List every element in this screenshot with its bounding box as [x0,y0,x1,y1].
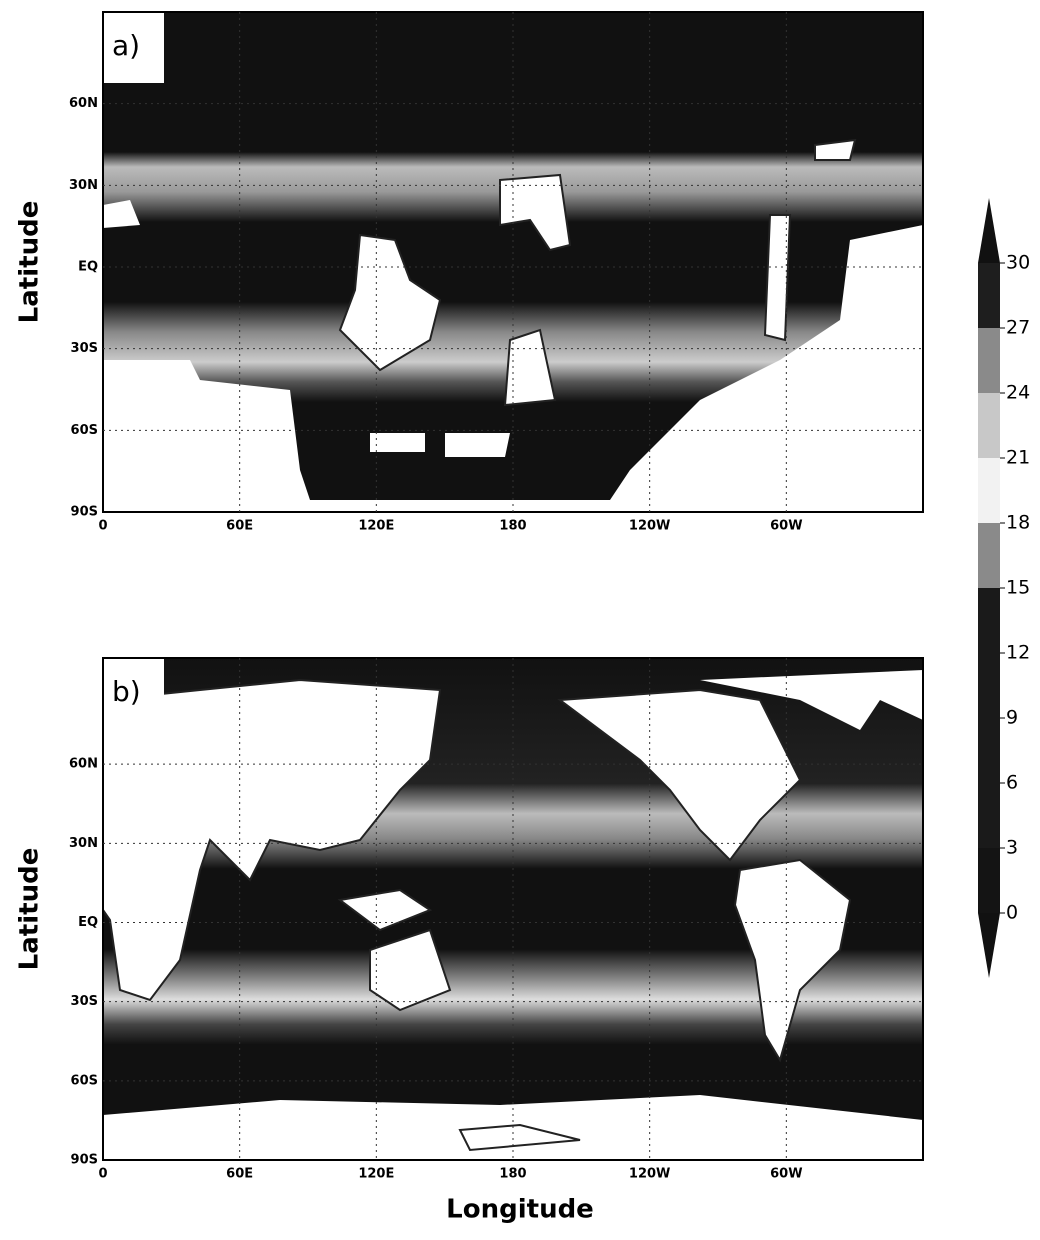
colorbar-segment [978,523,1000,588]
x-tick-label: 0 [98,1167,107,1182]
colorbar-label: 3 [1006,837,1018,859]
colorbar-label: 15 [1006,577,1030,599]
x-tick-label: 60E [226,519,253,534]
y-tick-label: 90S [71,1153,98,1168]
x-axis-label: Longitude [446,1195,594,1225]
y-tick-label: EQ [78,915,98,930]
colorbar-label: 18 [1006,512,1030,534]
colorbar-label: 6 [1006,772,1018,794]
colorbar-segment [978,393,1000,458]
x-tick-label: 0 [98,519,107,534]
colorbar-segment [978,653,1000,718]
x-tick-label: 60W [770,519,802,534]
y-tick-label: 30S [71,341,98,356]
colorbar-segment [978,328,1000,393]
colorbar-segment [978,588,1000,653]
y-tick-label: 60N [69,96,98,111]
y-tick-label: 30S [71,994,98,1009]
panel-label: b) [112,675,141,708]
x-tick-label: 60E [226,1167,253,1182]
colorbar-label: 12 [1006,642,1030,664]
y-axis-label: Latitude [15,848,45,971]
y-tick-label: 60S [71,423,98,438]
x-tick-label: 60W [770,1167,802,1182]
colorbar-arrow [978,913,1000,978]
y-tick-label: 60N [69,757,98,772]
y-tick-label: 30N [69,836,98,851]
colorbar-arrow [978,198,1000,263]
colorbar-segment [978,848,1000,913]
y-tick-label: 30N [69,178,98,193]
panel-label: a) [112,29,140,62]
x-tick-label: 120E [358,519,394,534]
x-tick-label: 180 [499,1167,526,1182]
colorbar-segment [978,263,1000,328]
colorbar-label: 30 [1006,252,1030,274]
colorbar-label: 0 [1006,902,1018,924]
x-tick-label: 120E [358,1167,394,1182]
x-tick-label: 120W [629,1167,670,1182]
colorbar-label: 21 [1006,447,1030,469]
colorbar-label: 27 [1006,317,1030,339]
x-tick-label: 120W [629,519,670,534]
x-tick-label: 180 [499,519,526,534]
y-tick-label: 60S [71,1073,98,1088]
panel-a-field [103,12,923,512]
colorbar-segment [978,718,1000,783]
colorbar-label: 9 [1006,707,1018,729]
colorbar-segment [978,458,1000,523]
y-tick-label: EQ [78,260,98,275]
colorbar-segment [978,783,1000,848]
figure: Longitude 60N30NEQ30S60S90S060E120E18012… [0,0,1040,1240]
y-tick-label: 90S [71,505,98,520]
y-axis-label: Latitude [15,201,45,324]
colorbar-label: 24 [1006,382,1030,404]
